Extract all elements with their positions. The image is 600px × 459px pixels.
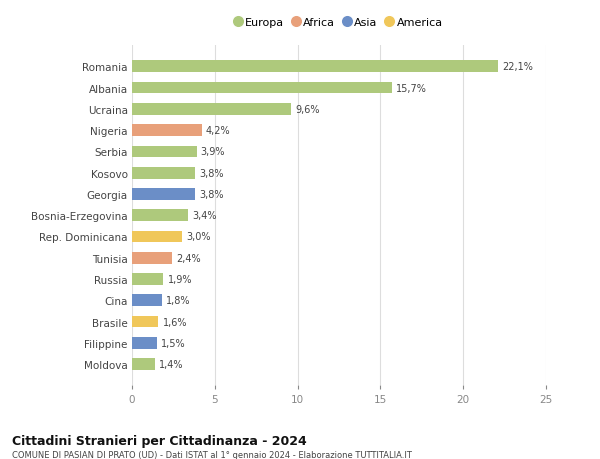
Text: 1,8%: 1,8% bbox=[166, 296, 190, 306]
Text: COMUNE DI PASIAN DI PRATO (UD) - Dati ISTAT al 1° gennaio 2024 - Elaborazione TU: COMUNE DI PASIAN DI PRATO (UD) - Dati IS… bbox=[12, 450, 412, 459]
Text: 1,5%: 1,5% bbox=[161, 338, 185, 348]
Text: 15,7%: 15,7% bbox=[396, 84, 427, 93]
Text: 3,0%: 3,0% bbox=[186, 232, 211, 242]
Bar bbox=[132, 231, 182, 243]
Bar bbox=[132, 189, 195, 200]
Bar bbox=[132, 210, 188, 222]
Bar bbox=[132, 104, 291, 116]
Bar bbox=[132, 274, 163, 285]
Text: 2,4%: 2,4% bbox=[176, 253, 200, 263]
Bar bbox=[132, 252, 172, 264]
Bar bbox=[132, 316, 158, 328]
Bar bbox=[132, 337, 157, 349]
Bar bbox=[132, 62, 498, 73]
Text: 1,9%: 1,9% bbox=[167, 274, 192, 285]
Text: Cittadini Stranieri per Cittadinanza - 2024: Cittadini Stranieri per Cittadinanza - 2… bbox=[12, 434, 307, 447]
Text: 4,2%: 4,2% bbox=[206, 126, 230, 136]
Bar bbox=[132, 358, 155, 370]
Text: 3,9%: 3,9% bbox=[201, 147, 225, 157]
Bar bbox=[132, 146, 197, 158]
Text: 1,4%: 1,4% bbox=[160, 359, 184, 369]
Text: 3,4%: 3,4% bbox=[193, 211, 217, 221]
Text: 9,6%: 9,6% bbox=[295, 105, 320, 115]
Bar bbox=[132, 83, 392, 94]
Text: 3,8%: 3,8% bbox=[199, 168, 224, 178]
Text: 3,8%: 3,8% bbox=[199, 190, 224, 200]
Bar bbox=[132, 168, 195, 179]
Bar bbox=[132, 295, 162, 307]
Legend: Europa, Africa, Asia, America: Europa, Africa, Asia, America bbox=[235, 17, 443, 28]
Bar bbox=[132, 125, 202, 137]
Text: 22,1%: 22,1% bbox=[502, 62, 533, 72]
Text: 1,6%: 1,6% bbox=[163, 317, 187, 327]
